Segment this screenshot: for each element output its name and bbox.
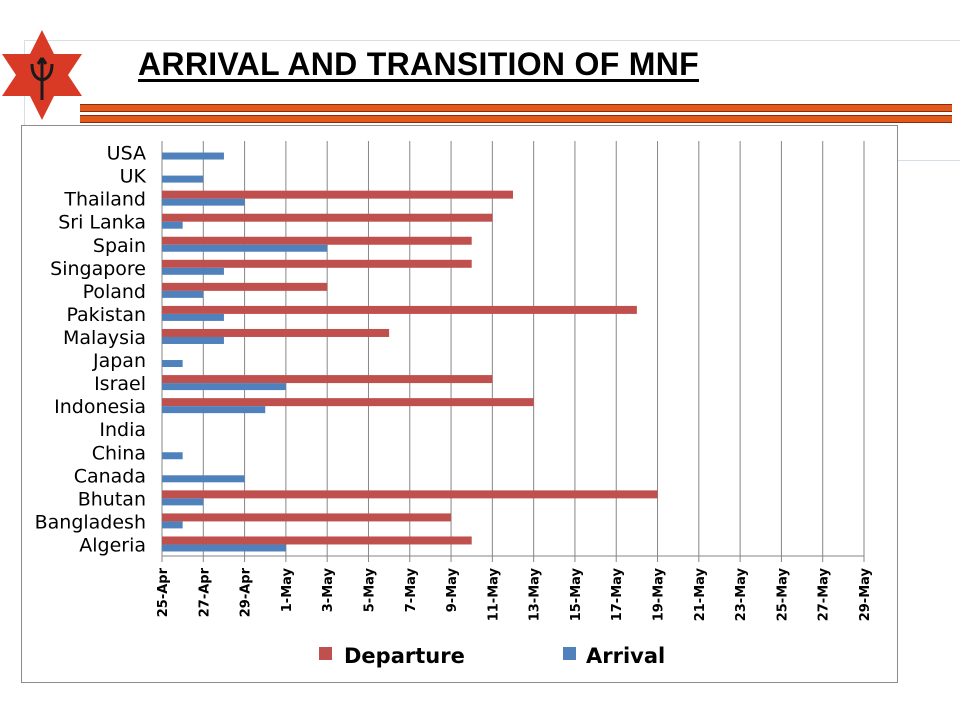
slide-frame-line-top [24, 40, 960, 41]
arrival-bar [162, 267, 224, 275]
arrival-bar [162, 336, 224, 344]
departure-bar [162, 282, 328, 291]
x-tick-label: 1-May [280, 567, 295, 612]
arrival-bar [162, 521, 183, 529]
arrival-bar [162, 152, 224, 160]
x-tick-label: 11-May [486, 567, 501, 621]
category-label: Bhutan [78, 488, 146, 510]
x-tick-label: 3-May [321, 567, 336, 612]
x-tick-label: 29-Apr [239, 567, 254, 617]
category-label: Algeria [79, 534, 146, 556]
arrival-bar [162, 290, 204, 298]
arrival-bar [162, 406, 266, 414]
x-tick-label: 25-May [775, 567, 790, 621]
title-rule-lower [80, 115, 952, 123]
arrival-bar [162, 475, 245, 483]
legend-label-departure: Departure [344, 644, 465, 668]
category-label: Poland [83, 281, 146, 303]
departure-bar [162, 259, 472, 268]
category-label: Bangladesh [35, 511, 146, 533]
x-tick-label: 7-May [404, 567, 419, 612]
arrival-bar [162, 360, 183, 368]
x-tick-label: 25-Apr [156, 567, 171, 617]
category-label: Pakistan [66, 304, 146, 326]
x-tick-label: 5-May [362, 567, 377, 612]
category-label: Japan [92, 350, 146, 372]
x-tick-label: 29-May [858, 567, 873, 621]
x-tick-label: 23-May [734, 567, 749, 621]
category-label: USA [107, 143, 146, 165]
departure-bar [162, 305, 637, 314]
arrival-bar [162, 313, 224, 321]
arrival-bar [162, 244, 328, 252]
legend-swatch-departure [319, 647, 332, 660]
arrival-bar [162, 383, 286, 391]
title-rule-upper [80, 104, 952, 112]
x-tick-label: 19-May [652, 567, 667, 621]
x-tick-label: 27-May [817, 567, 832, 621]
arrival-bar [162, 452, 183, 460]
arrival-bar [162, 544, 286, 552]
category-label: Israel [94, 373, 146, 395]
departure-bar [162, 375, 493, 384]
departure-bar [162, 398, 534, 407]
emblem-trident-shape [30, 57, 54, 100]
x-tick-label: 21-May [693, 567, 708, 621]
departure-bar [162, 513, 452, 522]
departure-bar [162, 490, 658, 499]
departure-bar [162, 328, 390, 337]
x-tick-label: 27-Apr [197, 567, 212, 617]
arrival-bar [162, 175, 204, 183]
category-label: Canada [74, 465, 146, 487]
x-tick-label: 9-May [445, 567, 460, 612]
category-label: Malaysia [63, 327, 146, 349]
legend-swatch-arrival [563, 647, 576, 660]
category-label: UK [120, 166, 147, 188]
category-label: Spain [93, 235, 146, 257]
departure-bar [162, 536, 472, 545]
arrival-bar [162, 198, 245, 206]
arrival-bar [162, 498, 204, 506]
legend-label-arrival: Arrival [586, 644, 665, 668]
x-tick-label: 15-May [569, 567, 584, 621]
category-label: Indonesia [54, 396, 146, 418]
category-label: Thailand [63, 189, 146, 211]
category-label: Singapore [50, 258, 146, 280]
departure-bar [162, 236, 472, 245]
category-label: Sri Lanka [58, 212, 146, 234]
category-label: India [99, 419, 146, 441]
arrival-bar [162, 221, 183, 229]
x-tick-label: 17-May [610, 567, 625, 621]
x-tick-label: 13-May [528, 567, 543, 621]
category-label: China [92, 442, 146, 464]
departure-bar [162, 190, 513, 199]
page-title: ARRIVAL AND TRANSITION OF MNF [138, 46, 699, 82]
departure-bar [162, 213, 493, 222]
slide-frame-line-right [897, 160, 960, 161]
star-trident-emblem-icon [2, 30, 82, 120]
